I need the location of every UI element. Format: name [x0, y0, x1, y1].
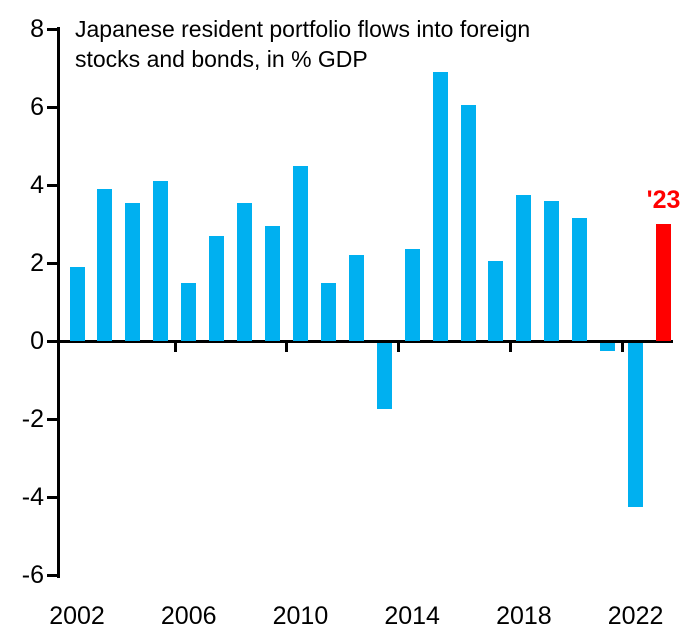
chart-title-line-1: Japanese resident portfolio flows into f… — [75, 16, 531, 42]
bar-2020 — [572, 218, 588, 341]
bar-2005 — [153, 181, 169, 341]
y-axis-tick — [47, 418, 57, 421]
x-axis-tick — [397, 343, 401, 352]
bar-2014 — [404, 249, 420, 341]
x-axis-tick — [508, 343, 512, 352]
x-axis-line — [57, 340, 673, 343]
y-axis-tick — [47, 184, 57, 187]
bar-2009 — [265, 225, 280, 341]
bar-2012 — [348, 255, 364, 341]
bar-2008 — [237, 202, 253, 341]
y-axis-tick — [47, 574, 57, 577]
y-axis-line — [57, 27, 60, 578]
y-axis-tick-label: 0 — [30, 327, 44, 355]
x-axis-tick-label: 2010 — [272, 602, 329, 630]
chart-title-line-2: stocks and bonds, in % GDP — [75, 46, 368, 72]
bar-2003 — [97, 188, 113, 341]
x-axis-tick — [620, 343, 624, 352]
y-axis-tick — [47, 496, 57, 499]
y-axis-tick-label: -2 — [21, 405, 44, 433]
y-axis-tick-label: 6 — [30, 93, 44, 121]
y-axis-tick — [47, 340, 57, 343]
highlight-year-label: '23 — [646, 186, 681, 214]
bar-2011 — [320, 282, 336, 341]
y-axis-tick-label: -6 — [21, 561, 44, 589]
y-axis-tick — [47, 262, 57, 265]
bar-2013 — [376, 343, 392, 410]
y-axis-tick — [47, 28, 57, 31]
y-axis-tick-label: 4 — [30, 171, 44, 199]
y-axis-tick — [47, 106, 57, 109]
bar-2021 — [600, 343, 616, 351]
bar-2006 — [181, 282, 197, 341]
bar-2022 — [628, 343, 644, 507]
bar-2015 — [432, 71, 448, 341]
bar-2002 — [69, 266, 85, 341]
y-axis-tick-label: 2 — [30, 249, 44, 277]
bar-2017 — [488, 261, 504, 341]
x-axis-tick-label: 2018 — [496, 602, 552, 630]
x-axis-tick-label: 2022 — [607, 602, 664, 630]
x-axis-tick-label: 2002 — [49, 602, 105, 630]
bar-2019 — [544, 200, 560, 341]
bar-2010 — [292, 165, 308, 341]
x-axis-tick — [173, 343, 177, 352]
x-axis-tick-label: 2014 — [384, 602, 440, 630]
bar-2023 — [656, 224, 672, 341]
x-axis-tick-label: 2006 — [160, 602, 217, 630]
y-axis-tick-label: -4 — [21, 483, 44, 511]
y-axis-tick-label: 8 — [30, 15, 44, 43]
bar-2016 — [460, 105, 476, 341]
x-axis-tick — [285, 343, 289, 352]
bar-2007 — [209, 235, 225, 341]
bar-2004 — [125, 202, 141, 341]
bar-2018 — [516, 194, 532, 341]
